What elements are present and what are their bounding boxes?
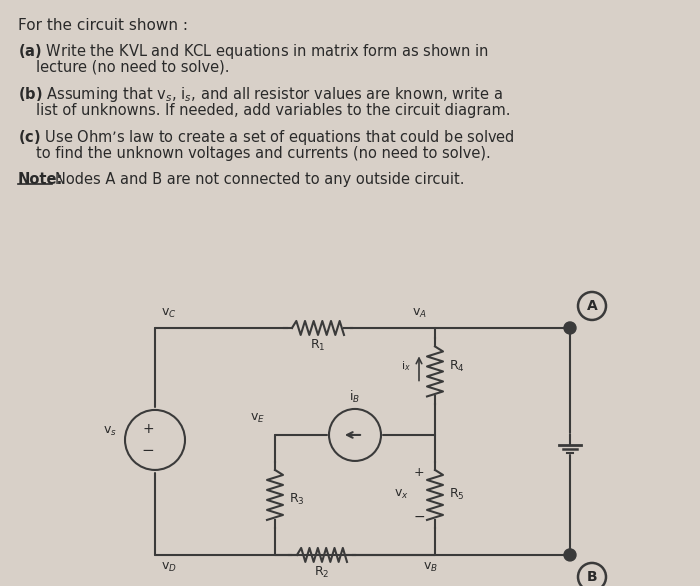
- Circle shape: [564, 322, 576, 334]
- Text: v$_s$: v$_s$: [103, 425, 117, 438]
- Text: A: A: [587, 299, 597, 313]
- Text: R$_1$: R$_1$: [310, 338, 326, 353]
- Text: $\bf{(c)}$ Use Ohm’s law to create a set of equations that could be solved: $\bf{(c)}$ Use Ohm’s law to create a set…: [18, 128, 514, 147]
- Text: R$_5$: R$_5$: [449, 488, 465, 502]
- Text: Note:: Note:: [18, 172, 64, 187]
- Text: v$_B$: v$_B$: [423, 561, 438, 574]
- Text: R$_2$: R$_2$: [314, 565, 330, 580]
- Text: Nodes A and B are not connected to any outside circuit.: Nodes A and B are not connected to any o…: [55, 172, 465, 187]
- Circle shape: [564, 549, 576, 561]
- Text: For the circuit shown :: For the circuit shown :: [18, 18, 188, 33]
- Text: −: −: [141, 444, 155, 458]
- Text: +: +: [142, 422, 154, 436]
- Text: −: −: [413, 510, 425, 524]
- Text: v$_C$: v$_C$: [161, 307, 176, 320]
- Text: v$_D$: v$_D$: [161, 561, 177, 574]
- Text: B: B: [587, 570, 597, 584]
- Text: R$_3$: R$_3$: [289, 492, 304, 507]
- Text: $\bf{(a)}$ Write the KVL and KCL equations in matrix form as shown in: $\bf{(a)}$ Write the KVL and KCL equatio…: [18, 42, 489, 61]
- Text: list of unknowns. If needed, add variables to the circuit diagram.: list of unknowns. If needed, add variabl…: [36, 103, 510, 118]
- Text: i$_B$: i$_B$: [349, 389, 360, 405]
- Text: v$_E$: v$_E$: [250, 412, 265, 425]
- Text: +: +: [414, 466, 424, 479]
- Text: v$_A$: v$_A$: [412, 307, 427, 320]
- Text: to find the unknown voltages and currents (no need to solve).: to find the unknown voltages and current…: [36, 146, 491, 161]
- Text: lecture (no need to solve).: lecture (no need to solve).: [36, 60, 230, 75]
- Text: $\bf{(b)}$ Assuming that v$_s$, i$_s$, and all resistor values are known, write : $\bf{(b)}$ Assuming that v$_s$, i$_s$, a…: [18, 85, 503, 104]
- Text: i$_x$: i$_x$: [401, 360, 411, 373]
- Text: v$_x$: v$_x$: [394, 488, 409, 502]
- Text: R$_4$: R$_4$: [449, 359, 465, 374]
